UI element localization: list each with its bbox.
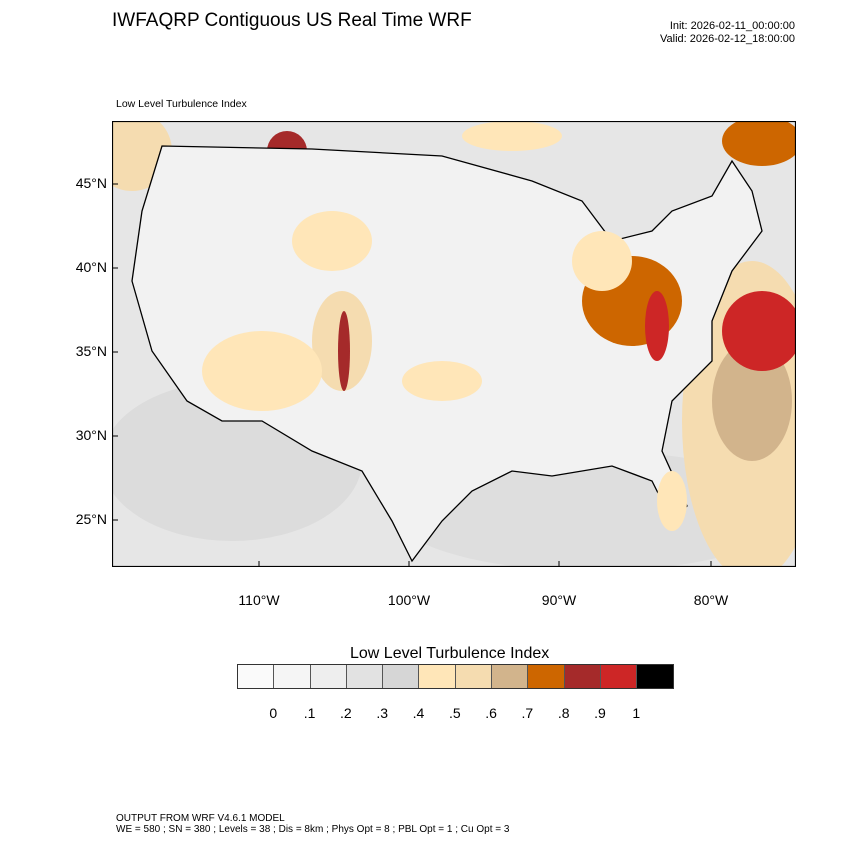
time-info: Init: 2026-02-11_00:00:00 Valid: 2026-02… — [660, 20, 795, 46]
colorbar-swatch — [600, 665, 638, 688]
lon-label-110w: 110°W — [238, 592, 280, 608]
lat-label-30n: 30°N — [75, 427, 107, 443]
plot-title: IWFAQRP Contiguous US Real Time WRF — [112, 10, 472, 31]
init-time: Init: 2026-02-11_00:00:00 — [669, 20, 795, 32]
footer-model: OUTPUT FROM WRF V4.6.1 MODEL — [116, 813, 285, 824]
colorbar-swatch — [455, 665, 493, 688]
colorbar-label: .8 — [557, 705, 570, 721]
lon-label-100w: 100°W — [387, 592, 431, 608]
lon-label-80w: 80°W — [693, 592, 729, 608]
lat-label-25n: 25°N — [75, 511, 107, 527]
colorbar-label: .3 — [376, 705, 389, 721]
colorbar-label: 0 — [269, 705, 278, 721]
colorbar-swatch — [346, 665, 384, 688]
colorbar-swatch — [528, 665, 565, 688]
lon-label-90w: 90°W — [541, 592, 577, 608]
lat-label-40n: 40°N — [75, 259, 107, 275]
lat-label-45n: 45°N — [75, 175, 107, 191]
lat-label-35n: 35°N — [75, 343, 107, 359]
colorbar-swatch — [310, 665, 347, 688]
map-subtitle: Low Level Turbulence Index — [116, 98, 247, 110]
colorbar-label: 1 — [632, 705, 641, 721]
elevated-turbulence — [202, 211, 687, 531]
valid-time: Valid: 2026-02-12_18:00:00 — [660, 33, 795, 45]
colorbar-label: .4 — [412, 705, 425, 721]
colorbar-swatch — [492, 665, 529, 688]
colorbar — [237, 664, 674, 689]
turbulence-map — [112, 121, 796, 567]
colorbar-swatch — [637, 665, 673, 688]
footer-config: WE = 580 ; SN = 380 ; Levels = 38 ; Dis … — [116, 824, 510, 835]
colorbar-swatch — [564, 665, 601, 688]
colorbar-title: Low Level Turbulence Index — [350, 645, 550, 662]
map-frame — [112, 121, 796, 567]
colorbar-swatch — [383, 665, 420, 688]
colorbar-label: .1 — [303, 705, 316, 721]
colorbar-swatch — [274, 665, 311, 688]
colorbar-swatch — [419, 665, 456, 688]
colorbar-label: .5 — [448, 705, 461, 721]
colorbar-swatch — [238, 665, 275, 688]
footer: OUTPUT FROM WRF V4.6.1 MODEL WE = 580 ; … — [116, 813, 509, 835]
colorbar-label: .7 — [521, 705, 534, 721]
colorbar-label: .2 — [340, 705, 352, 721]
colorbar-label: .6 — [485, 705, 497, 721]
colorbar-label: .9 — [594, 705, 606, 721]
